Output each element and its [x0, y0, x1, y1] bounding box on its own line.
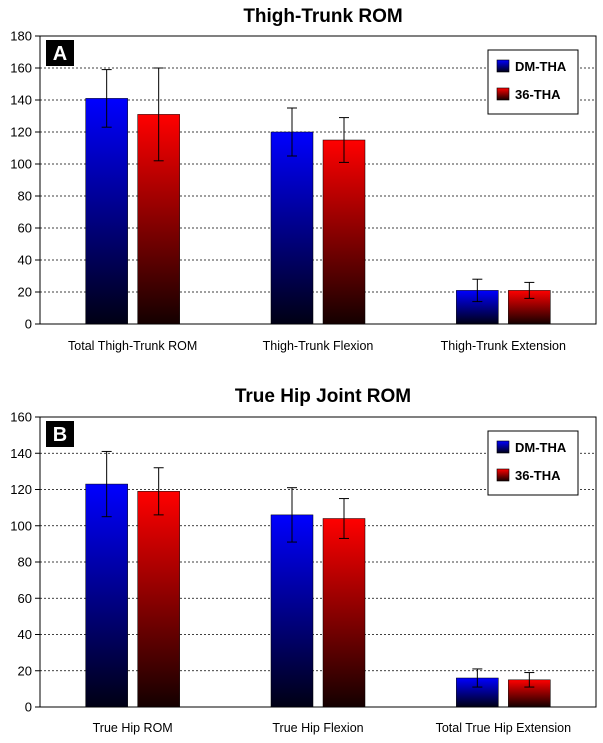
bar-36-tha-2 [322, 139, 366, 325]
bar-dm-tha-2 [270, 131, 314, 325]
panel-label-box [46, 40, 74, 66]
y-tick-label: 140 [10, 446, 32, 461]
y-tick-label: 140 [10, 93, 32, 108]
plot-frame [39, 35, 597, 325]
bar-36-tha-2 [322, 518, 366, 708]
panel-label-box [46, 421, 74, 447]
y-tick-label: 0 [25, 700, 32, 715]
panel-label: B [53, 424, 67, 446]
y-tick-label: 40 [18, 253, 32, 268]
chart-panel-b: True Hip Joint ROM 0 20 40 60 80 100 120 140 160 T… [10, 386, 597, 735]
legend-box [487, 430, 579, 496]
y-tick-label: 180 [10, 29, 32, 44]
y-tick-label: 20 [18, 663, 32, 678]
bar-dm-tha-2 [270, 514, 314, 708]
bar-dm-tha-1 [85, 483, 128, 708]
bar-36-tha-1 [137, 491, 180, 708]
y-tick-label: 100 [10, 157, 32, 172]
y-tick-label: 100 [10, 518, 32, 533]
legend-swatch-36-tha [496, 468, 510, 482]
y-tick-label: 60 [18, 591, 32, 606]
category-label: True Hip ROM [93, 721, 173, 735]
y-tick-label: 80 [18, 189, 32, 204]
panel-label: A [53, 43, 67, 65]
chart-title: True Hip Joint ROM [235, 386, 411, 407]
legend-label-36-tha: 36-THA [515, 87, 561, 102]
y-tick-label: 20 [18, 285, 32, 300]
bar-dm-tha-1 [85, 98, 128, 325]
legend-swatch-36-tha [496, 87, 510, 101]
y-tick-label: 0 [25, 317, 32, 332]
legend-swatch-dm-tha [496, 440, 510, 454]
bar-dm-tha-3 [456, 290, 499, 325]
category-label: Total True Hip Extension [436, 721, 572, 735]
category-label: Thigh-Trunk Extension [441, 339, 566, 353]
y-tick-label: 160 [10, 410, 32, 425]
legend-label-dm-tha: DM-THA [515, 440, 567, 455]
category-label: Total Thigh-Trunk ROM [68, 339, 197, 353]
chart-title: Thigh-Trunk ROM [243, 6, 402, 27]
y-tick-label: 120 [10, 125, 32, 140]
legend-label-36-tha: 36-THA [515, 468, 561, 483]
y-tick-label: 60 [18, 221, 32, 236]
y-tick-label: 80 [18, 555, 32, 570]
legend-swatch-dm-tha [496, 59, 510, 73]
y-tick-label: 40 [18, 627, 32, 642]
category-label: True Hip Flexion [272, 721, 363, 735]
y-tick-label: 120 [10, 482, 32, 497]
category-label: Thigh-Trunk Flexion [263, 339, 374, 353]
legend-label-dm-tha: DM-THA [515, 59, 567, 74]
y-tick-label: 160 [10, 61, 32, 76]
chart-panel-a: Thigh-Trunk ROM 0 20 40 60 80 100 120 140 160 180 T… [10, 6, 597, 353]
